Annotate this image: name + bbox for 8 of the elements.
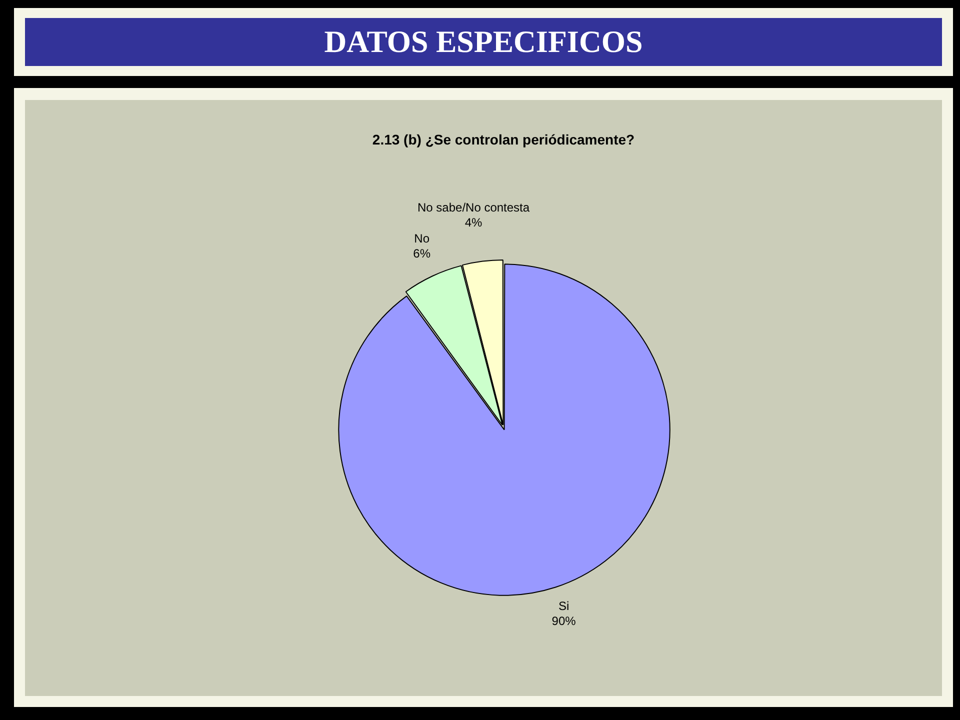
slice-label: Si bbox=[558, 599, 570, 614]
slice-label: No bbox=[414, 231, 430, 246]
data-label: 6% bbox=[413, 246, 431, 260]
chart-title: DATOS ESPECIFICOS bbox=[25, 18, 942, 66]
slice-label: No sabe/No contesta bbox=[417, 200, 530, 214]
data-label: 90% bbox=[552, 614, 576, 628]
data-label: 4% bbox=[464, 215, 483, 230]
chart-subtitle: 2.13 (b) ¿Se controlan periódicamente? bbox=[372, 131, 635, 148]
